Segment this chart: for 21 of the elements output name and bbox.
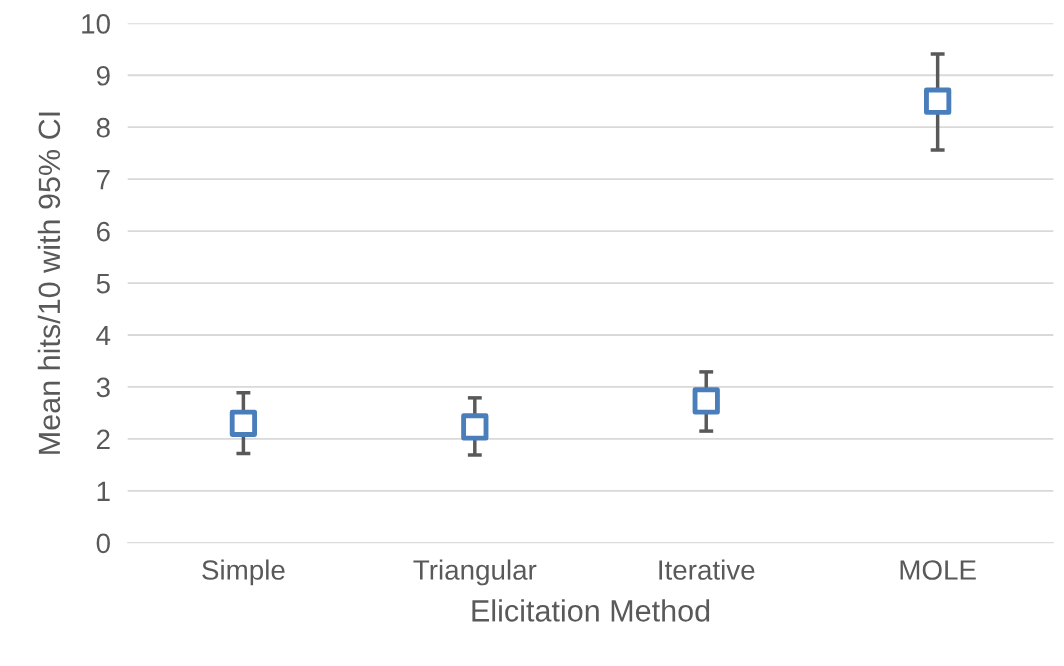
- y-tick-label: 2: [96, 429, 110, 449]
- y-tick-label: 9: [96, 65, 110, 86]
- x-axis-title: Elicitation Method: [472, 599, 710, 622]
- y-tick-label: 1: [97, 481, 110, 501]
- point: [924, 87, 952, 115]
- x-tick-label: MOLE: [900, 560, 976, 580]
- y-axis-title: Mean hits/10 with 95% CI: [37, 112, 61, 454]
- x-tick-label: Triangular: [413, 559, 537, 586]
- y-tick-label: 0: [96, 533, 110, 554]
- y-tick-label: 3: [96, 377, 110, 398]
- y-tick-label: 7: [96, 170, 110, 190]
- point: [461, 413, 489, 441]
- point: [229, 409, 258, 437]
- y-tick-label: 5: [96, 274, 110, 294]
- x-tick-label: Iterative: [659, 559, 755, 580]
- y-tick-label: 6: [96, 221, 110, 242]
- x-tick-label: Simple: [202, 559, 285, 586]
- y-tick-label: 10: [82, 13, 110, 34]
- y-tick-label: 8: [96, 117, 110, 138]
- y-tick-label: 4: [96, 325, 111, 346]
- point: [692, 387, 720, 415]
